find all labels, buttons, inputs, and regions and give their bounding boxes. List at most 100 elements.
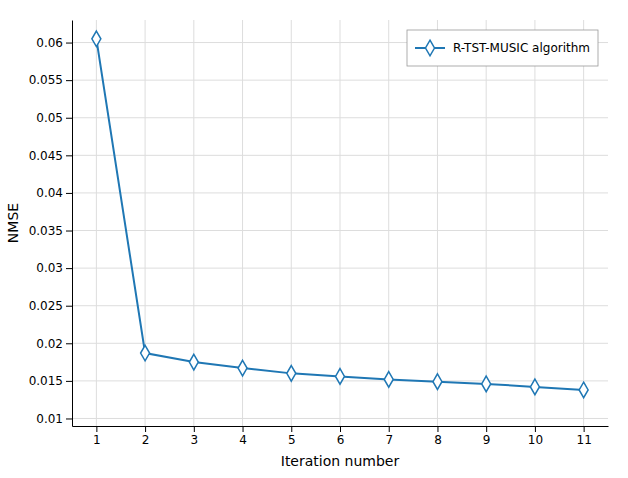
x-axis-tick: 3 — [190, 426, 198, 447]
y-axis-tick-label: 0.05 — [36, 111, 63, 125]
x-axis-tick: 11 — [576, 426, 591, 447]
point — [92, 31, 101, 47]
y-axis-tick-label: 0.025 — [29, 299, 63, 313]
y-axis-tick-mark — [66, 155, 72, 156]
grid-line-y — [72, 268, 608, 269]
x-axis-tick-mark — [340, 426, 341, 432]
y-axis-tick-label: 0.045 — [29, 149, 63, 163]
x-axis-tick-mark — [437, 426, 438, 432]
point — [530, 379, 539, 395]
x-axis-tick-label: 7 — [385, 433, 393, 447]
x-axis-tick-label: 4 — [239, 433, 247, 447]
y-axis-tick: 0.055 — [29, 73, 72, 87]
y-axis-tick-mark — [66, 80, 72, 81]
y-axis-tick: 0.05 — [36, 111, 72, 125]
x-axis-tick-mark — [486, 426, 487, 432]
x-axis-tick-mark — [584, 426, 585, 432]
grid-line-x — [388, 20, 389, 426]
x-axis-tick-mark — [291, 426, 292, 432]
x-axis-tick-mark — [243, 426, 244, 432]
point — [579, 382, 588, 398]
x-axis-tick: 10 — [528, 426, 543, 447]
x-axis-tick: 9 — [483, 426, 491, 447]
x-axis-tick: 8 — [434, 426, 442, 447]
y-axis-tick: 0.01 — [36, 412, 72, 426]
x-axis-tick-label: 6 — [337, 433, 345, 447]
x-axis-tick-label: 5 — [288, 433, 296, 447]
grid-line-x — [534, 20, 535, 426]
point — [433, 374, 442, 390]
legend-box — [407, 30, 598, 66]
x-axis-tick-label: 9 — [483, 433, 491, 447]
y-axis-line — [72, 21, 73, 427]
plot: 1 2 3 4 5 6 7 8 9 10 11 0.01 0.015 0.02 0.025 0.03 0.035… — [29, 20, 609, 447]
y-axis-tick-mark — [66, 118, 72, 119]
y-axis: 0.01 0.015 0.02 0.025 0.03 0.035 0.04 0.045 0.05… — [29, 21, 73, 427]
y-axis-tick-mark — [66, 268, 72, 269]
grid-line-y — [72, 155, 608, 156]
x-axis-tick-label: 3 — [190, 433, 198, 447]
x-axis-tick-mark — [96, 426, 97, 432]
x-axis-title: Iteration number — [281, 453, 400, 469]
y-axis-tick-mark — [66, 231, 72, 232]
y-axis-tick-label: 0.06 — [36, 36, 63, 50]
line — [96, 39, 583, 390]
y-axis-tick-mark — [66, 43, 72, 44]
grid-line-y — [72, 418, 608, 419]
x-axis-tick-label: 1 — [93, 433, 101, 447]
point — [287, 366, 296, 382]
grid-line-y — [72, 80, 608, 81]
legend: R-TST-MUSIC algorithm — [407, 30, 598, 66]
grid-line-x — [437, 20, 438, 426]
x-axis-tick: 4 — [239, 426, 247, 447]
x-axis-tick-mark — [535, 426, 536, 432]
grid-line-x — [96, 20, 97, 426]
y-axis-tick-label: 0.03 — [36, 261, 63, 275]
point — [238, 360, 247, 376]
grid-line-x — [486, 20, 487, 426]
y-axis-tick: 0.03 — [36, 261, 72, 275]
y-axis-tick-label: 0.035 — [29, 224, 63, 238]
legend-item: R-TST-MUSIC algorithm — [415, 40, 590, 56]
x-axis-tick: 1 — [93, 426, 101, 447]
x-axis-tick-mark — [389, 426, 390, 432]
y-axis-tick: 0.045 — [29, 149, 72, 163]
y-axis-tick-mark — [66, 381, 72, 382]
grid — [72, 20, 608, 426]
x-axis-tick-label: 8 — [434, 433, 442, 447]
x-axis-tick: 5 — [288, 426, 296, 447]
x-axis-tick-mark — [145, 426, 146, 432]
grid-line-y — [72, 117, 608, 118]
y-axis-tick: 0.06 — [36, 36, 72, 50]
y-axis-tick-mark — [66, 418, 72, 419]
x-axis-tick: 2 — [142, 426, 150, 447]
legend-marker — [426, 40, 435, 56]
grid-line-x — [583, 20, 584, 426]
chart: 1 2 3 4 5 6 7 8 9 10 11 0.01 0.015 0.02 0.025 0.03 0.035… — [0, 0, 628, 478]
legend-label: R-TST-MUSIC algorithm — [453, 41, 590, 55]
point — [141, 345, 150, 361]
point — [482, 376, 491, 392]
marks — [92, 31, 588, 398]
y-axis-title: NMSE — [5, 203, 21, 243]
x-axis-tick: 6 — [337, 426, 345, 447]
x-axis-tick-label: 10 — [528, 433, 543, 447]
y-axis-tick-mark — [66, 193, 72, 194]
y-axis-tick: 0.025 — [29, 299, 72, 313]
point — [336, 369, 345, 385]
y-axis-tick-label: 0.02 — [36, 337, 63, 351]
x-axis-tick: 7 — [385, 426, 393, 447]
grid-line-x — [340, 20, 341, 426]
y-axis-tick: 0.035 — [29, 224, 72, 238]
x-axis-tick-mark — [194, 426, 195, 432]
y-axis-tick-label: 0.055 — [29, 73, 63, 87]
y-axis-tick-label: 0.04 — [36, 186, 63, 200]
y-axis-tick: 0.02 — [36, 337, 72, 351]
grid-line-y — [72, 343, 608, 344]
y-axis-tick-label: 0.015 — [29, 374, 63, 388]
point — [384, 372, 393, 388]
point — [189, 354, 198, 370]
y-axis-tick-label: 0.01 — [36, 412, 63, 426]
x-axis: 1 2 3 4 5 6 7 8 9 10 11 — [73, 426, 609, 447]
grid-line-x — [145, 20, 146, 426]
